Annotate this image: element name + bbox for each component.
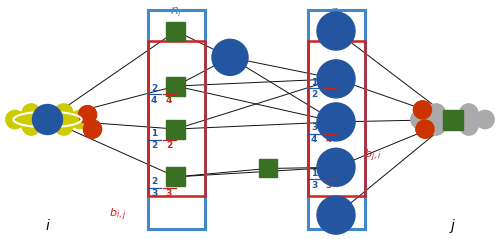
Ellipse shape — [55, 104, 73, 122]
Ellipse shape — [54, 117, 72, 135]
Ellipse shape — [414, 101, 432, 119]
Text: $n_i$: $n_i$ — [170, 6, 182, 19]
Text: 2: 2 — [326, 90, 332, 99]
Ellipse shape — [460, 117, 478, 135]
Bar — [258, 159, 276, 178]
Text: 3: 3 — [311, 123, 317, 132]
Ellipse shape — [411, 110, 429, 129]
Ellipse shape — [427, 117, 446, 135]
Text: 2: 2 — [151, 177, 157, 186]
Bar — [442, 109, 462, 130]
Ellipse shape — [427, 104, 446, 122]
Text: 4: 4 — [311, 135, 317, 144]
Ellipse shape — [427, 104, 446, 122]
Text: 1: 1 — [311, 169, 317, 178]
Ellipse shape — [317, 103, 355, 141]
Text: 1: 1 — [166, 129, 172, 138]
Text: 1: 1 — [151, 129, 157, 138]
Ellipse shape — [317, 60, 355, 98]
Bar — [166, 167, 186, 186]
Ellipse shape — [6, 110, 24, 129]
Ellipse shape — [460, 117, 478, 135]
Ellipse shape — [416, 120, 434, 138]
Text: 3: 3 — [166, 189, 172, 198]
Text: 2: 2 — [166, 141, 172, 150]
Text: $n_j$: $n_j$ — [330, 6, 342, 21]
Text: $b_{i,j}$: $b_{i,j}$ — [109, 207, 126, 223]
Text: 4: 4 — [326, 135, 332, 144]
Text: 1: 1 — [311, 78, 317, 87]
Text: 1: 1 — [166, 84, 172, 93]
Ellipse shape — [71, 110, 89, 129]
Ellipse shape — [22, 117, 40, 135]
Text: $j$: $j$ — [449, 217, 456, 235]
Ellipse shape — [476, 110, 494, 129]
Ellipse shape — [411, 110, 429, 129]
Ellipse shape — [22, 104, 40, 122]
Ellipse shape — [414, 101, 432, 119]
Text: 3: 3 — [151, 189, 157, 198]
Ellipse shape — [54, 117, 72, 135]
Bar — [166, 76, 186, 96]
Text: 2: 2 — [151, 84, 157, 93]
Ellipse shape — [22, 117, 40, 135]
Ellipse shape — [32, 104, 62, 135]
Ellipse shape — [317, 148, 355, 186]
Ellipse shape — [460, 104, 478, 122]
Text: 3: 3 — [326, 181, 332, 190]
Ellipse shape — [422, 112, 484, 127]
Text: 1: 1 — [326, 123, 332, 132]
Ellipse shape — [22, 104, 40, 122]
Ellipse shape — [416, 120, 434, 138]
Ellipse shape — [16, 112, 78, 127]
Ellipse shape — [460, 104, 478, 122]
Bar — [166, 22, 186, 41]
Ellipse shape — [6, 110, 24, 129]
Bar — [166, 120, 186, 139]
Ellipse shape — [78, 106, 96, 124]
Ellipse shape — [84, 120, 102, 138]
Text: 3: 3 — [311, 181, 317, 190]
Ellipse shape — [427, 117, 446, 135]
Text: 4: 4 — [166, 96, 172, 105]
Text: 2: 2 — [311, 90, 317, 99]
Text: 1: 1 — [326, 169, 332, 178]
Text: 1: 1 — [166, 177, 172, 186]
Ellipse shape — [55, 104, 73, 122]
Ellipse shape — [212, 39, 248, 75]
Ellipse shape — [476, 110, 494, 129]
Text: 1: 1 — [326, 78, 332, 87]
Text: $i$: $i$ — [44, 218, 51, 233]
Text: $b_{j,i}$: $b_{j,i}$ — [364, 147, 381, 163]
Ellipse shape — [84, 120, 102, 138]
Ellipse shape — [317, 196, 355, 234]
Text: 2: 2 — [151, 141, 157, 150]
Ellipse shape — [78, 106, 96, 124]
Text: 4: 4 — [151, 96, 157, 105]
Ellipse shape — [71, 110, 89, 129]
Ellipse shape — [317, 12, 355, 50]
